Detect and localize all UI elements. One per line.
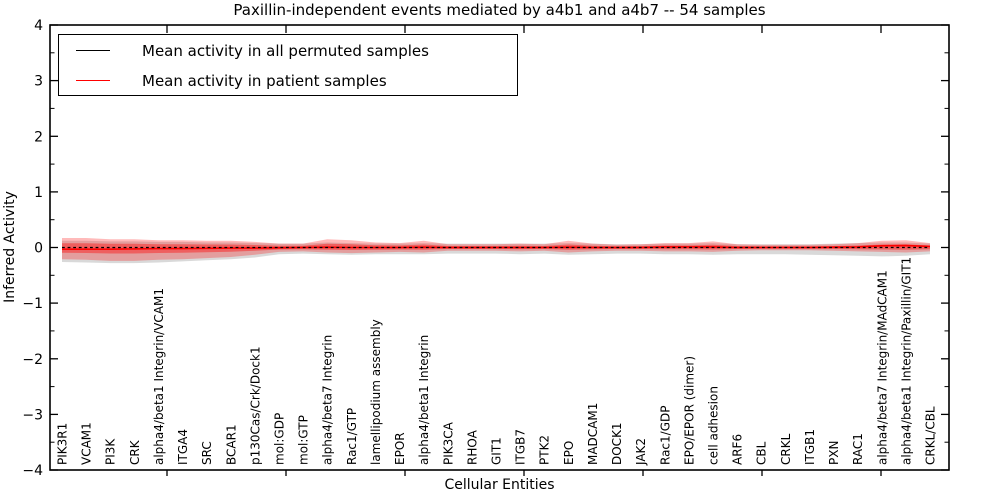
x-entity-label: GIT1 [490,437,504,465]
y-tick-label: −3 [22,407,43,423]
x-entity-label: alpha4/beta7 Integrin [321,335,335,465]
x-entity-label: ITGB7 [514,429,528,465]
x-entity-label: CRKL [779,433,793,465]
x-entity-label: SRC [200,441,214,465]
x-entity-label: CBL [755,441,769,465]
x-entity-label: DOCK1 [610,422,624,465]
y-tick-label: 4 [34,18,43,34]
y-tick-label: −2 [22,352,43,368]
x-entity-label: BCAR1 [224,424,238,465]
x-entity-label: cell adhesion [707,386,721,465]
x-entity-label: Rac1/GTP [345,408,359,465]
x-entity-label: ARF6 [731,434,745,465]
y-tick-label: 2 [34,129,43,145]
y-tick-label: 1 [34,185,43,201]
x-entity-label: MADCAM1 [586,403,600,465]
x-entity-label: PIK3CA [441,421,455,465]
x-entity-label: EPO [562,441,576,465]
x-entity-label: PI3K [104,438,118,465]
x-entity-label: VCAM1 [80,422,94,465]
x-entity-label: alpha4/beta7 Integrin/MAdCAM1 [875,270,889,465]
x-entity-label: Rac1/GDP [658,406,672,465]
x-entity-label: lamellipodium assembly [369,319,383,465]
x-entity-label: EPO/EPOR (dimer) [682,356,696,465]
permuted-line-sample [76,50,110,51]
legend-label-permuted: Mean activity in all permuted samples [142,41,429,60]
x-entity-label: RHOA [465,429,479,465]
x-entity-label: PIK3R1 [56,423,70,465]
x-entity-label: ITGA4 [176,429,190,465]
legend-label-patient: Mean activity in patient samples [142,71,387,90]
x-entity-label: JAK2 [634,438,648,466]
patient-std-band-core [62,243,930,254]
x-entity-label: PXN [827,441,841,465]
x-entity-label: EPOR [393,432,407,465]
x-entity-label: p130Cas/Crk/Dock1 [248,346,262,465]
patient-std-band [62,238,930,261]
legend-entry-permuted: Mean activity in all permuted samples [59,36,517,65]
x-entity-label: CRKL/CBL [924,406,938,465]
y-axis-label: Inferred Activity [2,191,18,303]
x-entity-label: RAC1 [851,433,865,465]
x-entity-label: mol:GDP [273,413,287,465]
x-entity-label: CRK [128,439,142,465]
x-entity-label: PTK2 [538,435,552,465]
chart-title: Paxillin-independent events mediated by … [233,1,766,19]
x-entity-label: mol:GTP [297,415,311,465]
y-tick-label: −1 [22,296,43,312]
x-entity-label: alpha4/beta1 Integrin/Paxillin/GIT1 [899,257,913,465]
patient-line-sample [76,80,110,81]
y-tick-label: 0 [34,241,43,257]
legend: Mean activity in all permuted samples Me… [58,34,518,96]
y-tick-label: 3 [34,74,43,90]
x-entity-label: alpha4/beta1 Integrin [417,335,431,465]
x-entity-label: ITGB1 [803,429,817,465]
x-axis-label: Cellular Entities [444,477,555,493]
y-tick-label: −4 [22,463,43,479]
x-entity-label: alpha4/beta1 Integrin/VCAM1 [152,288,166,465]
legend-entry-patient: Mean activity in patient samples [59,66,517,95]
